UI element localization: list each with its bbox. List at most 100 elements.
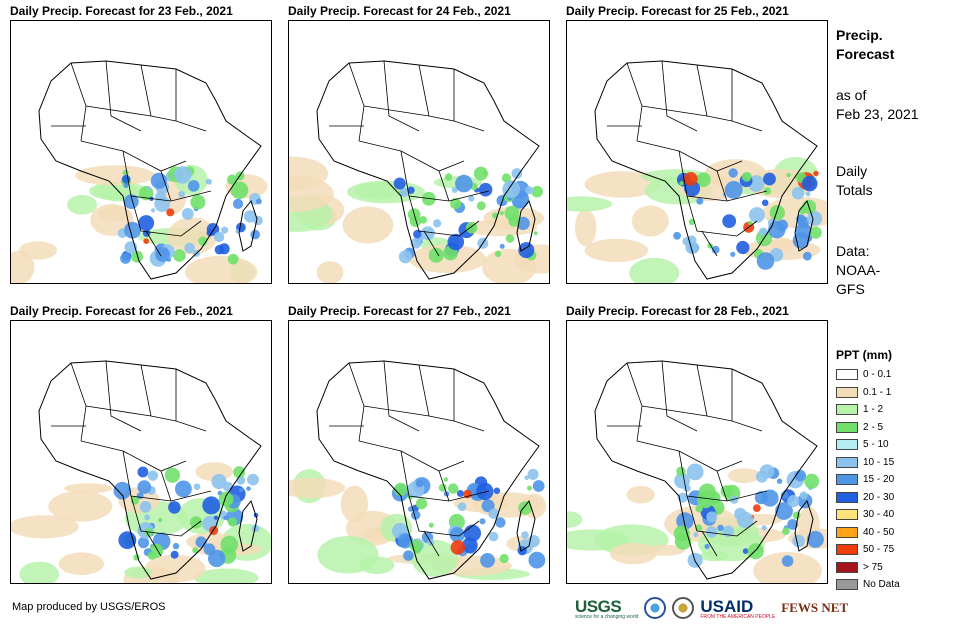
precip-area: [763, 172, 776, 186]
precip-area: [696, 197, 704, 205]
info-asof-line: as of: [836, 87, 867, 103]
precip-area: [151, 208, 156, 213]
country-border: [363, 105, 455, 122]
legend-label: 15 - 20: [863, 474, 895, 486]
precip-area: [480, 553, 495, 568]
precip-area: [501, 173, 511, 183]
precip-area: [174, 166, 192, 184]
precip-area: [758, 227, 768, 237]
legend-item: 1 - 2: [836, 401, 966, 419]
country-border: [140, 64, 152, 117]
precip-area: [495, 517, 506, 528]
legend-item: 2 - 5: [836, 419, 966, 437]
precip-area: [230, 181, 249, 200]
country-border: [348, 362, 365, 442]
precip-area: [235, 229, 240, 234]
precip-area: [181, 208, 194, 220]
precip-area: [19, 561, 59, 583]
precip-area: [175, 480, 192, 498]
madagascar-outline: [238, 199, 258, 252]
precip-area: [575, 208, 597, 247]
precip-area: [525, 186, 534, 195]
country-border: [661, 60, 698, 132]
precip-area: [137, 537, 150, 549]
precip-area: [775, 502, 793, 520]
precip-area: [736, 240, 750, 255]
legend-swatch: [836, 456, 858, 468]
country-border: [438, 170, 450, 202]
legend-swatch: [836, 421, 858, 433]
precip-area: [289, 156, 329, 191]
precip-area: [696, 172, 711, 187]
precip-area: [227, 517, 238, 527]
map-panel: Daily Precip. Forecast for 28 Feb., 2021: [566, 304, 828, 586]
precip-area: [801, 175, 818, 192]
precip-area: [455, 174, 473, 193]
precip-area: [139, 501, 152, 513]
precip-area: [403, 550, 414, 561]
precip-area: [411, 539, 459, 577]
precip-area: [137, 466, 149, 478]
precip-area: [67, 195, 98, 215]
precip-area: [792, 511, 801, 520]
precip-area: [155, 247, 171, 262]
precip-area: [342, 206, 394, 244]
precip-area: [476, 482, 494, 501]
precip-area: [626, 486, 655, 504]
country-border: [716, 470, 728, 502]
precip-area: [450, 198, 462, 210]
precip-area: [136, 492, 144, 500]
precip-area: [476, 201, 486, 211]
panel-title: Daily Precip. Forecast for 23 Feb., 2021: [10, 4, 233, 18]
country-border: [160, 170, 172, 202]
precip-area: [494, 250, 502, 258]
info-title: Precip. Forecast: [836, 26, 894, 64]
map-canvas: [11, 60, 268, 283]
country-border: [701, 230, 718, 257]
map-canvas: [11, 360, 271, 583]
precip-area: [481, 499, 495, 513]
country-border: [400, 150, 490, 202]
panel-title: Daily Precip. Forecast for 27 Feb., 2021: [288, 304, 511, 318]
precip-area: [409, 539, 423, 553]
usgs-logo: USGS science for a changing world: [575, 597, 638, 620]
precip-area: [211, 473, 227, 490]
precip-area: [813, 170, 819, 177]
precip-area: [137, 480, 152, 494]
country-border: [678, 450, 768, 502]
precip-area: [761, 489, 779, 507]
precip-area: [673, 231, 681, 240]
precip-area: [756, 252, 775, 270]
precip-area: [147, 470, 159, 481]
precip-area: [730, 251, 736, 257]
country-border: [453, 369, 485, 432]
precip-area: [131, 250, 143, 263]
precip-area: [158, 518, 163, 523]
precip-area: [64, 483, 113, 494]
precip-map: [566, 320, 828, 584]
precip-area: [121, 174, 131, 184]
precip-area: [747, 543, 764, 560]
precip-area: [208, 549, 226, 568]
precip-area: [806, 530, 824, 548]
precip-area: [679, 181, 684, 186]
legend-item: 40 - 50: [836, 524, 966, 542]
madagascar-outline: [794, 199, 814, 252]
precip-area: [727, 468, 761, 484]
precip-area: [683, 172, 698, 186]
precip-map: [288, 20, 550, 284]
precip-area: [685, 241, 699, 254]
map-canvas: [289, 60, 549, 283]
precip-area: [247, 473, 259, 486]
precip-area: [809, 226, 822, 239]
legend-item: 50 - 75: [836, 541, 966, 559]
usaid-logo: USAID FROM THE AMERICAN PEOPLE: [700, 597, 775, 620]
precip-area: [227, 253, 239, 265]
precip-area: [168, 501, 181, 514]
country-border: [636, 140, 743, 172]
legend-label: 10 - 15: [863, 456, 895, 468]
noaa-logo-icon: [644, 597, 667, 619]
usaid-logo-text: USAID: [700, 596, 754, 616]
country-border: [408, 495, 480, 537]
panel-title: Daily Precip. Forecast for 26 Feb., 2021: [10, 304, 233, 318]
